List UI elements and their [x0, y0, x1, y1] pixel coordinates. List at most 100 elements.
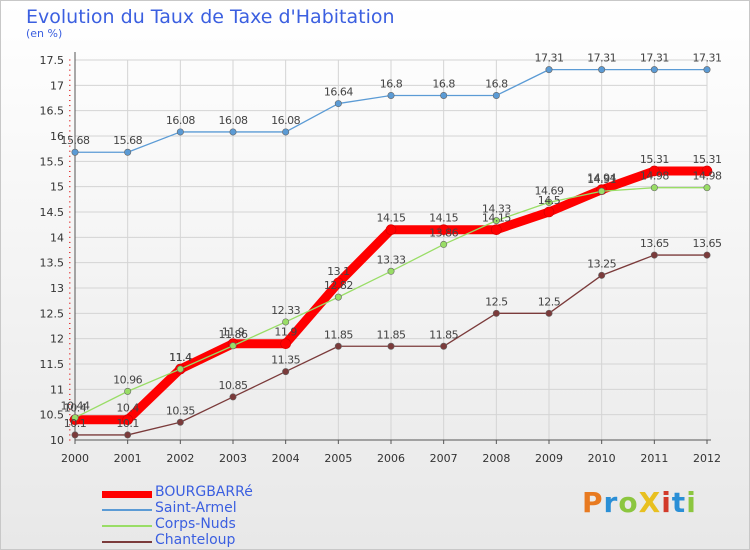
data-point-corps-nuds [492, 217, 500, 225]
data-label-bourgbarr-: 10.4 [116, 402, 139, 415]
y-minor-tick [69, 262, 71, 264]
legend-label: Corps-Nuds [155, 516, 236, 532]
y-minor-tick [69, 383, 71, 385]
data-label-saint-armel: 16.08 [166, 114, 195, 127]
y-minor-tick [69, 79, 71, 81]
y-tick-label: 10.5 [40, 409, 65, 422]
x-tick-label: 2004 [272, 452, 300, 465]
data-label-saint-armel: 17.31 [640, 52, 669, 65]
data-label-corps-nuds: 14.33 [482, 203, 511, 216]
y-minor-tick [69, 307, 71, 309]
x-tick-label: 2008 [482, 452, 510, 465]
y-minor-tick [69, 277, 71, 279]
data-label-chanteloup: 10.1 [116, 417, 139, 430]
y-minor-tick [69, 353, 71, 355]
data-label-bourgbarr-: 14.15 [377, 212, 406, 225]
data-label-saint-armel: 16.8 [432, 77, 455, 90]
y-minor-tick [69, 393, 71, 395]
data-point-chanteloup [334, 342, 342, 350]
data-point-saint-armel [334, 100, 342, 108]
y-minor-tick [69, 439, 71, 441]
y-minor-tick [69, 170, 71, 172]
x-tick-label: 2010 [588, 452, 616, 465]
data-point-bourgbarr- [280, 338, 291, 350]
y-minor-tick [69, 312, 71, 314]
legend-item-corps-nuds: Corps-Nuds [102, 516, 362, 534]
data-point-bourgbarr- [438, 224, 449, 236]
data-point-saint-armel [176, 128, 184, 136]
data-point-chanteloup [229, 393, 237, 401]
data-point-saint-armel [440, 91, 448, 99]
y-minor-tick [69, 434, 71, 436]
data-label-bourgbarr-: 11.4 [169, 351, 192, 364]
y-minor-tick [69, 398, 71, 400]
y-minor-tick [69, 59, 71, 61]
data-label-saint-armel: 17.31 [693, 52, 722, 65]
data-label-bourgbarr-: 13.1 [327, 265, 350, 278]
data-label-saint-armel: 16.8 [380, 77, 403, 90]
y-tick-label: 15 [50, 181, 64, 194]
data-point-corps-nuds [598, 187, 606, 195]
line-chart: 10 10.5 11 11.5 12 12.5 13 13.5 14 14.5 15 15.5 16 16… [40, 52, 723, 465]
data-point-corps-nuds [71, 414, 79, 422]
data-label-corps-nuds: 14.91 [587, 173, 616, 186]
data-point-chanteloup [598, 271, 606, 279]
data-point-bourgbarr- [385, 224, 397, 236]
chart-series [69, 66, 713, 439]
y-minor-tick [69, 246, 71, 248]
y-tick-label: 15.5 [40, 155, 65, 168]
y-minor-tick [69, 140, 71, 142]
data-label-saint-armel: 16.08 [271, 114, 300, 127]
x-tick-label: 2000 [61, 452, 89, 465]
x-tick-label: 2012 [693, 452, 721, 465]
data-label-bourgbarr-: 15.31 [640, 153, 669, 166]
data-label-corps-nuds: 12.82 [324, 279, 353, 292]
data-label-chanteloup: 12.5 [538, 295, 561, 308]
data-label-saint-armel: 17.31 [535, 52, 564, 65]
legend-label: BOURGBARRé [155, 484, 253, 500]
legend-swatch [102, 491, 152, 498]
y-minor-tick [69, 201, 71, 203]
legend-item-saint-armel: Saint-Armel [102, 500, 362, 518]
data-point-corps-nuds [650, 184, 658, 192]
y-minor-tick [69, 226, 71, 228]
data-label-corps-nuds: 14.98 [640, 170, 669, 183]
y-minor-tick [69, 150, 71, 152]
x-tick-label: 2001 [114, 452, 142, 465]
y-tick-label: 12.5 [40, 307, 65, 320]
y-tick-label: 17.5 [40, 54, 65, 67]
y-minor-tick [69, 358, 71, 360]
x-tick-label: 2007 [430, 452, 458, 465]
y-minor-tick [69, 191, 71, 193]
data-label-chanteloup: 13.25 [587, 257, 616, 270]
data-label-corps-nuds: 13.33 [377, 253, 406, 266]
data-point-corps-nuds [176, 365, 184, 373]
data-point-saint-armel [598, 66, 606, 74]
data-point-corps-nuds [229, 342, 237, 350]
y-minor-tick [69, 348, 71, 350]
data-point-chanteloup [703, 251, 711, 259]
y-minor-tick [69, 130, 71, 132]
data-point-bourgbarr- [122, 414, 133, 426]
data-point-saint-armel [703, 66, 711, 74]
legend-item-bourgbarr-: BOURGBARRé [102, 484, 362, 502]
y-minor-tick [69, 373, 71, 375]
data-label-corps-nuds: 14.69 [535, 184, 564, 197]
y-minor-tick [69, 292, 71, 294]
data-label-bourgbarr-: 15.31 [693, 153, 722, 166]
y-tick-label: 11.5 [40, 358, 65, 371]
y-tick-label: 16 [50, 130, 64, 143]
y-minor-tick [69, 297, 71, 299]
chart-unit-label: (en %) [26, 27, 63, 40]
data-label-bourgbarr-: 11.9 [222, 326, 245, 339]
y-minor-tick [69, 322, 71, 324]
data-label-corps-nuds: 11.4 [169, 351, 192, 364]
y-minor-tick [69, 287, 71, 289]
y-minor-tick [69, 328, 71, 330]
data-label-saint-armel: 16.64 [324, 86, 353, 99]
y-minor-tick [69, 343, 71, 345]
y-minor-tick [69, 64, 71, 66]
y-minor-tick [69, 333, 71, 335]
y-minor-tick [69, 110, 71, 112]
